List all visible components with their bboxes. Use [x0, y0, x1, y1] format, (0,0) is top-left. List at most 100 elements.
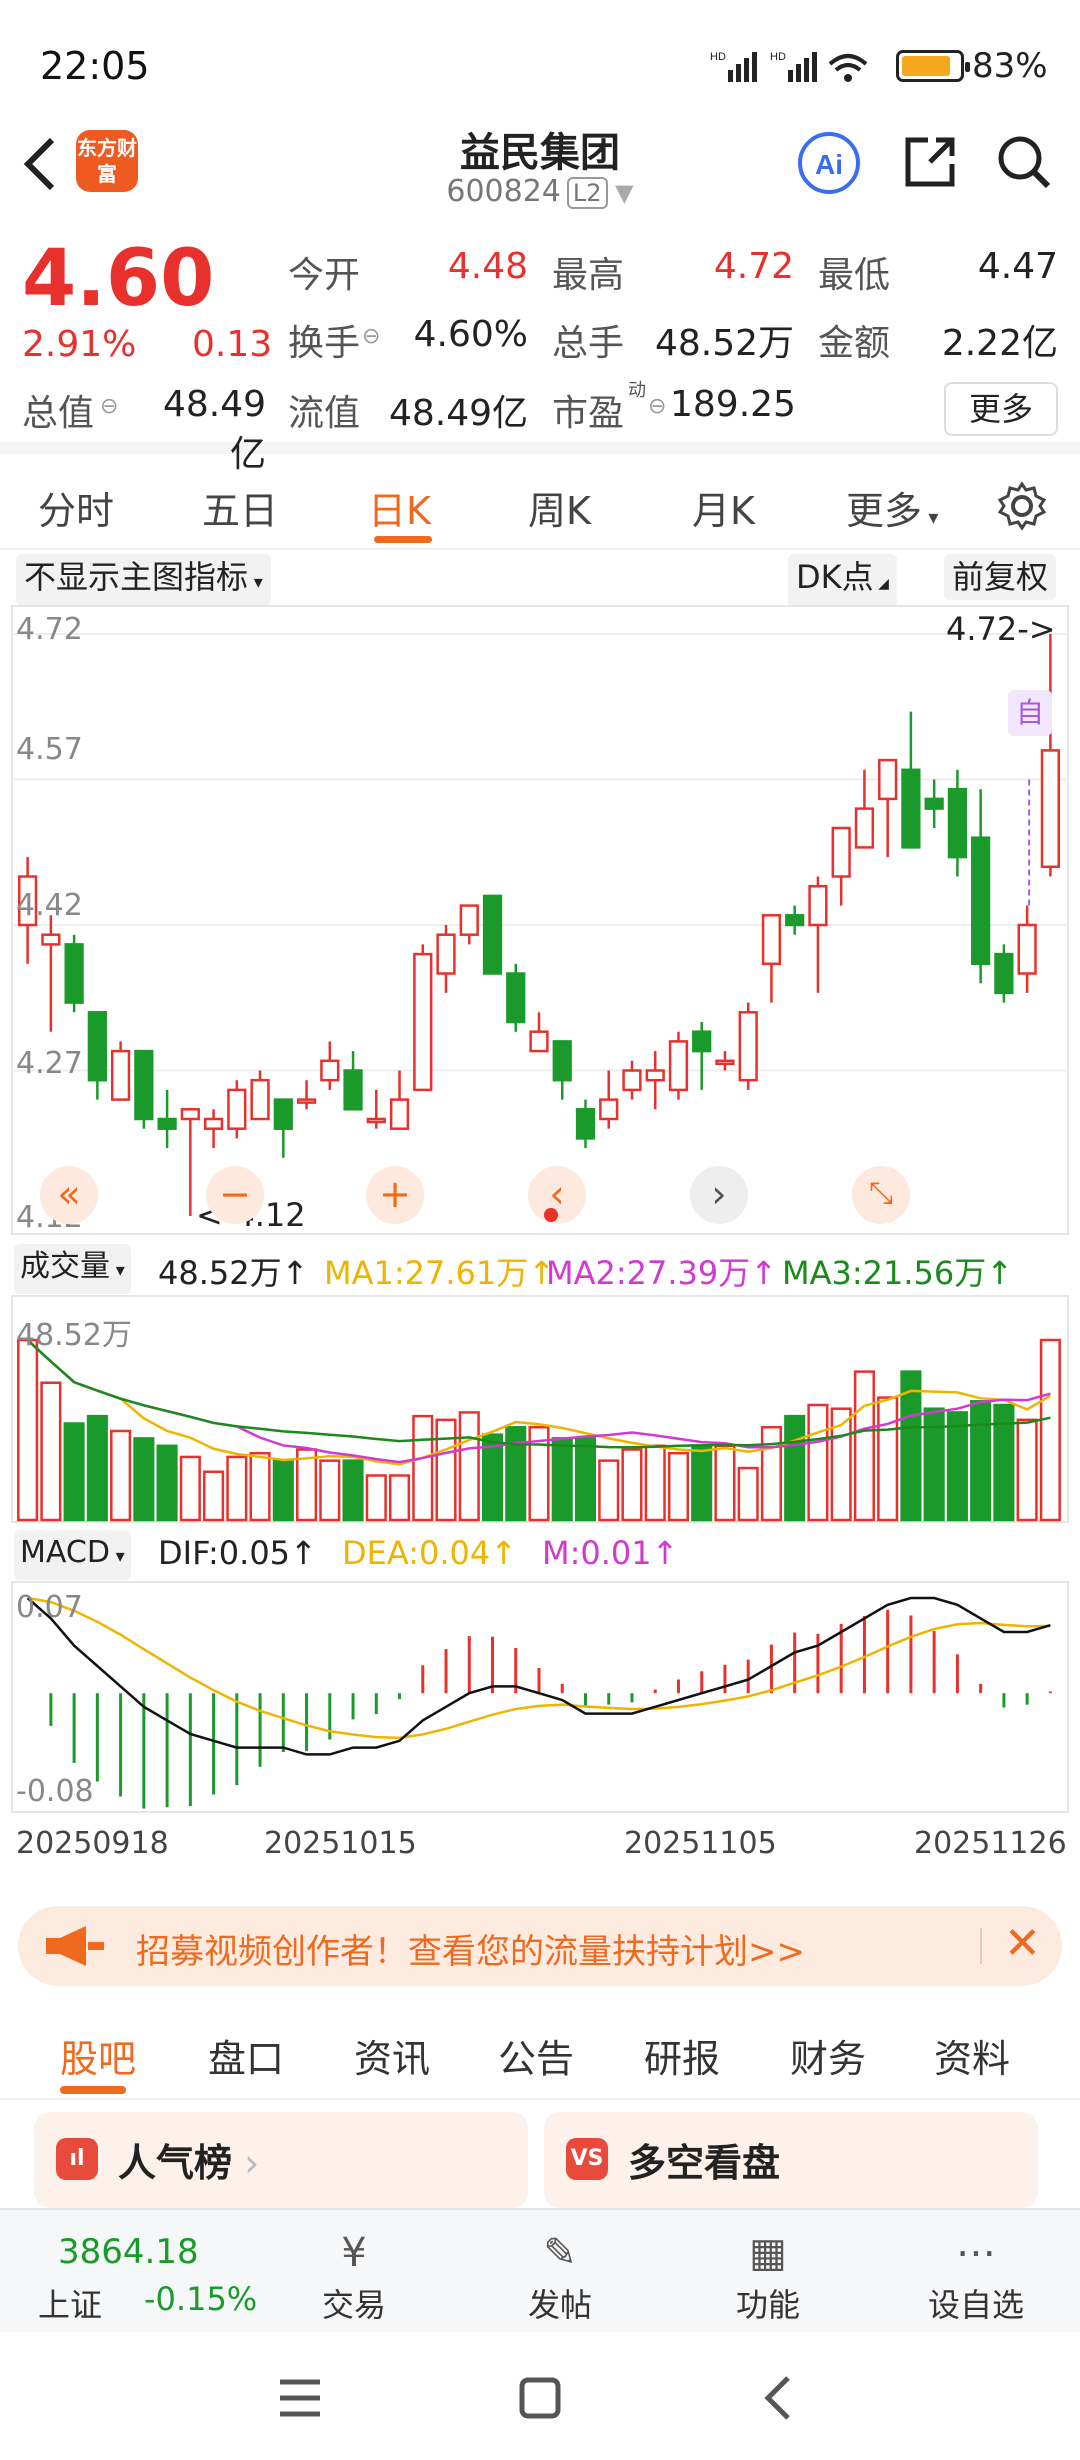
total-cap-value: 48.49亿	[162, 384, 266, 475]
float-cap-value: 48.49亿	[388, 393, 528, 434]
info-icon[interactable]: ⊖	[362, 324, 381, 349]
indicator-select[interactable]: 不显示主图指标 ▾	[16, 554, 271, 606]
edit-icon: ✎	[543, 2230, 577, 2276]
bottom-bar: 3864.18 上证 -0.15% ¥ 交易 ✎ 发帖 ▦ 功能 ⋯ 设自选	[0, 2208, 1080, 2332]
quote-panel: 4.60 2.91% 0.13 今开 4.48 最高 4.72 最低 4.47 …	[0, 224, 1080, 475]
volume-bar	[86, 1414, 108, 1522]
tab-more[interactable]: 更多 ▾	[846, 480, 938, 535]
candle-body	[366, 1117, 386, 1124]
tab-intraday[interactable]: 分时	[38, 489, 115, 533]
tab-pankou[interactable]: 盘口	[208, 2037, 285, 2081]
stock-code-row[interactable]: 600824 L2 ▼	[0, 174, 1080, 209]
chart-frame	[11, 605, 1069, 1235]
fullscreen-icon[interactable]: ⤡	[852, 1166, 910, 1224]
volume-bar	[179, 1455, 201, 1522]
tab-monthly-k[interactable]: 月K	[692, 489, 755, 533]
tab-research[interactable]: 研报	[644, 2037, 721, 2081]
high-value: 4.72	[713, 246, 794, 287]
tab-weekly-k[interactable]: 周K	[528, 489, 591, 533]
share-icon[interactable]	[900, 132, 960, 192]
info-icon[interactable]: ⊖	[100, 394, 119, 419]
scroll-right-icon[interactable]: ›	[690, 1166, 748, 1224]
candle-body	[389, 1098, 410, 1130]
zoom-out-icon[interactable]: −	[206, 1166, 264, 1224]
volume-value: 48.52万↑	[158, 1254, 309, 1292]
settings-gear-icon[interactable]	[996, 480, 1048, 532]
volume-label: 总手	[552, 323, 625, 364]
low-label: 最低	[818, 255, 891, 296]
index-name[interactable]: 上证	[38, 2286, 103, 2324]
total-cap-label: 总值	[22, 393, 95, 434]
candle-body	[831, 826, 851, 878]
volume-bar	[319, 1459, 341, 1522]
bull-bear-card[interactable]: VS 多空看盘	[544, 2112, 1038, 2208]
chevron-down-icon: ▾	[248, 572, 263, 593]
candle-body	[18, 875, 38, 927]
dk-point-button[interactable]: DK点 ◢	[788, 554, 897, 607]
pe-superscript: 动	[628, 380, 646, 401]
volume-bar	[807, 1403, 829, 1522]
back-arrow-icon[interactable]	[18, 134, 62, 194]
back-icon[interactable]	[760, 2374, 796, 2422]
index-change[interactable]: -0.15%	[144, 2280, 258, 2318]
ai-icon[interactable]: Ai	[796, 130, 862, 196]
volume-bar	[505, 1426, 527, 1522]
close-icon[interactable]: ✕	[1004, 1918, 1041, 1969]
candle-body	[482, 894, 503, 975]
volume-ma3-line	[26, 1339, 1051, 1449]
volume-ma2: MA2:27.39万↑	[546, 1254, 778, 1292]
volume-bar	[296, 1448, 318, 1522]
macd-indicator-select[interactable]: MACD ▾	[14, 1530, 131, 1580]
tab-five-day[interactable]: 五日	[202, 489, 279, 533]
add-watchlist-button[interactable]: ⋯ 设自选	[916, 2226, 1036, 2326]
tab-daily-k[interactable]: 日K	[368, 489, 431, 533]
promo-banner[interactable]: 招募视频创作者！查看您的流量扶持计划>> ✕	[18, 1906, 1062, 1986]
candlestick-chart[interactable]	[0, 604, 1080, 1236]
tab-finance[interactable]: 财务	[790, 2037, 867, 2081]
stock-code: 600824	[446, 174, 561, 209]
post-button[interactable]: ✎ 发帖	[500, 2226, 620, 2326]
amount-value: 2.22亿	[941, 323, 1058, 364]
zoom-in-icon[interactable]: +	[366, 1166, 424, 1224]
candle-body	[506, 972, 526, 1024]
info-icon[interactable]: ⊖	[648, 394, 667, 419]
volume-chart[interactable]	[0, 1294, 1080, 1524]
function-button[interactable]: ▦ 功能	[708, 2226, 828, 2326]
high-label: 最高	[552, 255, 625, 296]
yuan-icon: ¥	[341, 2230, 367, 2276]
tab-announcement[interactable]: 公告	[498, 2037, 575, 2081]
svg-text:HD: HD	[710, 51, 726, 63]
candle-body	[668, 1040, 689, 1092]
candle-body	[947, 787, 968, 859]
index-value[interactable]: 3864.18	[58, 2232, 199, 2272]
search-icon[interactable]	[994, 132, 1054, 192]
volume-bar	[644, 1444, 666, 1522]
candle-body	[715, 1059, 735, 1066]
volume-bar	[853, 1370, 875, 1522]
trade-button[interactable]: ¥ 交易	[294, 2226, 414, 2326]
more-button[interactable]: 更多	[944, 382, 1058, 436]
volume-bar	[203, 1470, 225, 1522]
popularity-card[interactable]: ıl 人气榜 ›	[34, 2112, 528, 2208]
app-logo: 东方财富	[76, 130, 138, 192]
adjust-select[interactable]: 前复权	[944, 554, 1057, 600]
volume-bar	[993, 1403, 1015, 1522]
tab-guba[interactable]: 股吧	[60, 2037, 137, 2081]
candle-body	[227, 1088, 247, 1130]
scroll-left-fast-icon[interactable]: «	[40, 1166, 98, 1224]
tab-profile[interactable]: 资料	[934, 2037, 1011, 2081]
candle-body	[413, 952, 433, 1092]
turnover-label: 换手	[288, 323, 361, 364]
menu-icon[interactable]	[278, 2378, 322, 2418]
home-icon[interactable]	[518, 2376, 562, 2420]
tab-news[interactable]: 资讯	[354, 2037, 431, 2081]
ai-label: Ai	[815, 149, 843, 180]
volume-bar	[737, 1466, 759, 1522]
svg-text:HD: HD	[770, 51, 786, 63]
volume-indicator-select[interactable]: 成交量 ▾	[14, 1244, 131, 1294]
self-select-tag[interactable]: 自	[1008, 690, 1052, 736]
active-tab-indicator	[60, 2086, 126, 2094]
volume-bar	[365, 1474, 387, 1522]
macd-chart[interactable]	[0, 1580, 1080, 1814]
macd-dif: DIF:0.05↑	[158, 1534, 317, 1572]
